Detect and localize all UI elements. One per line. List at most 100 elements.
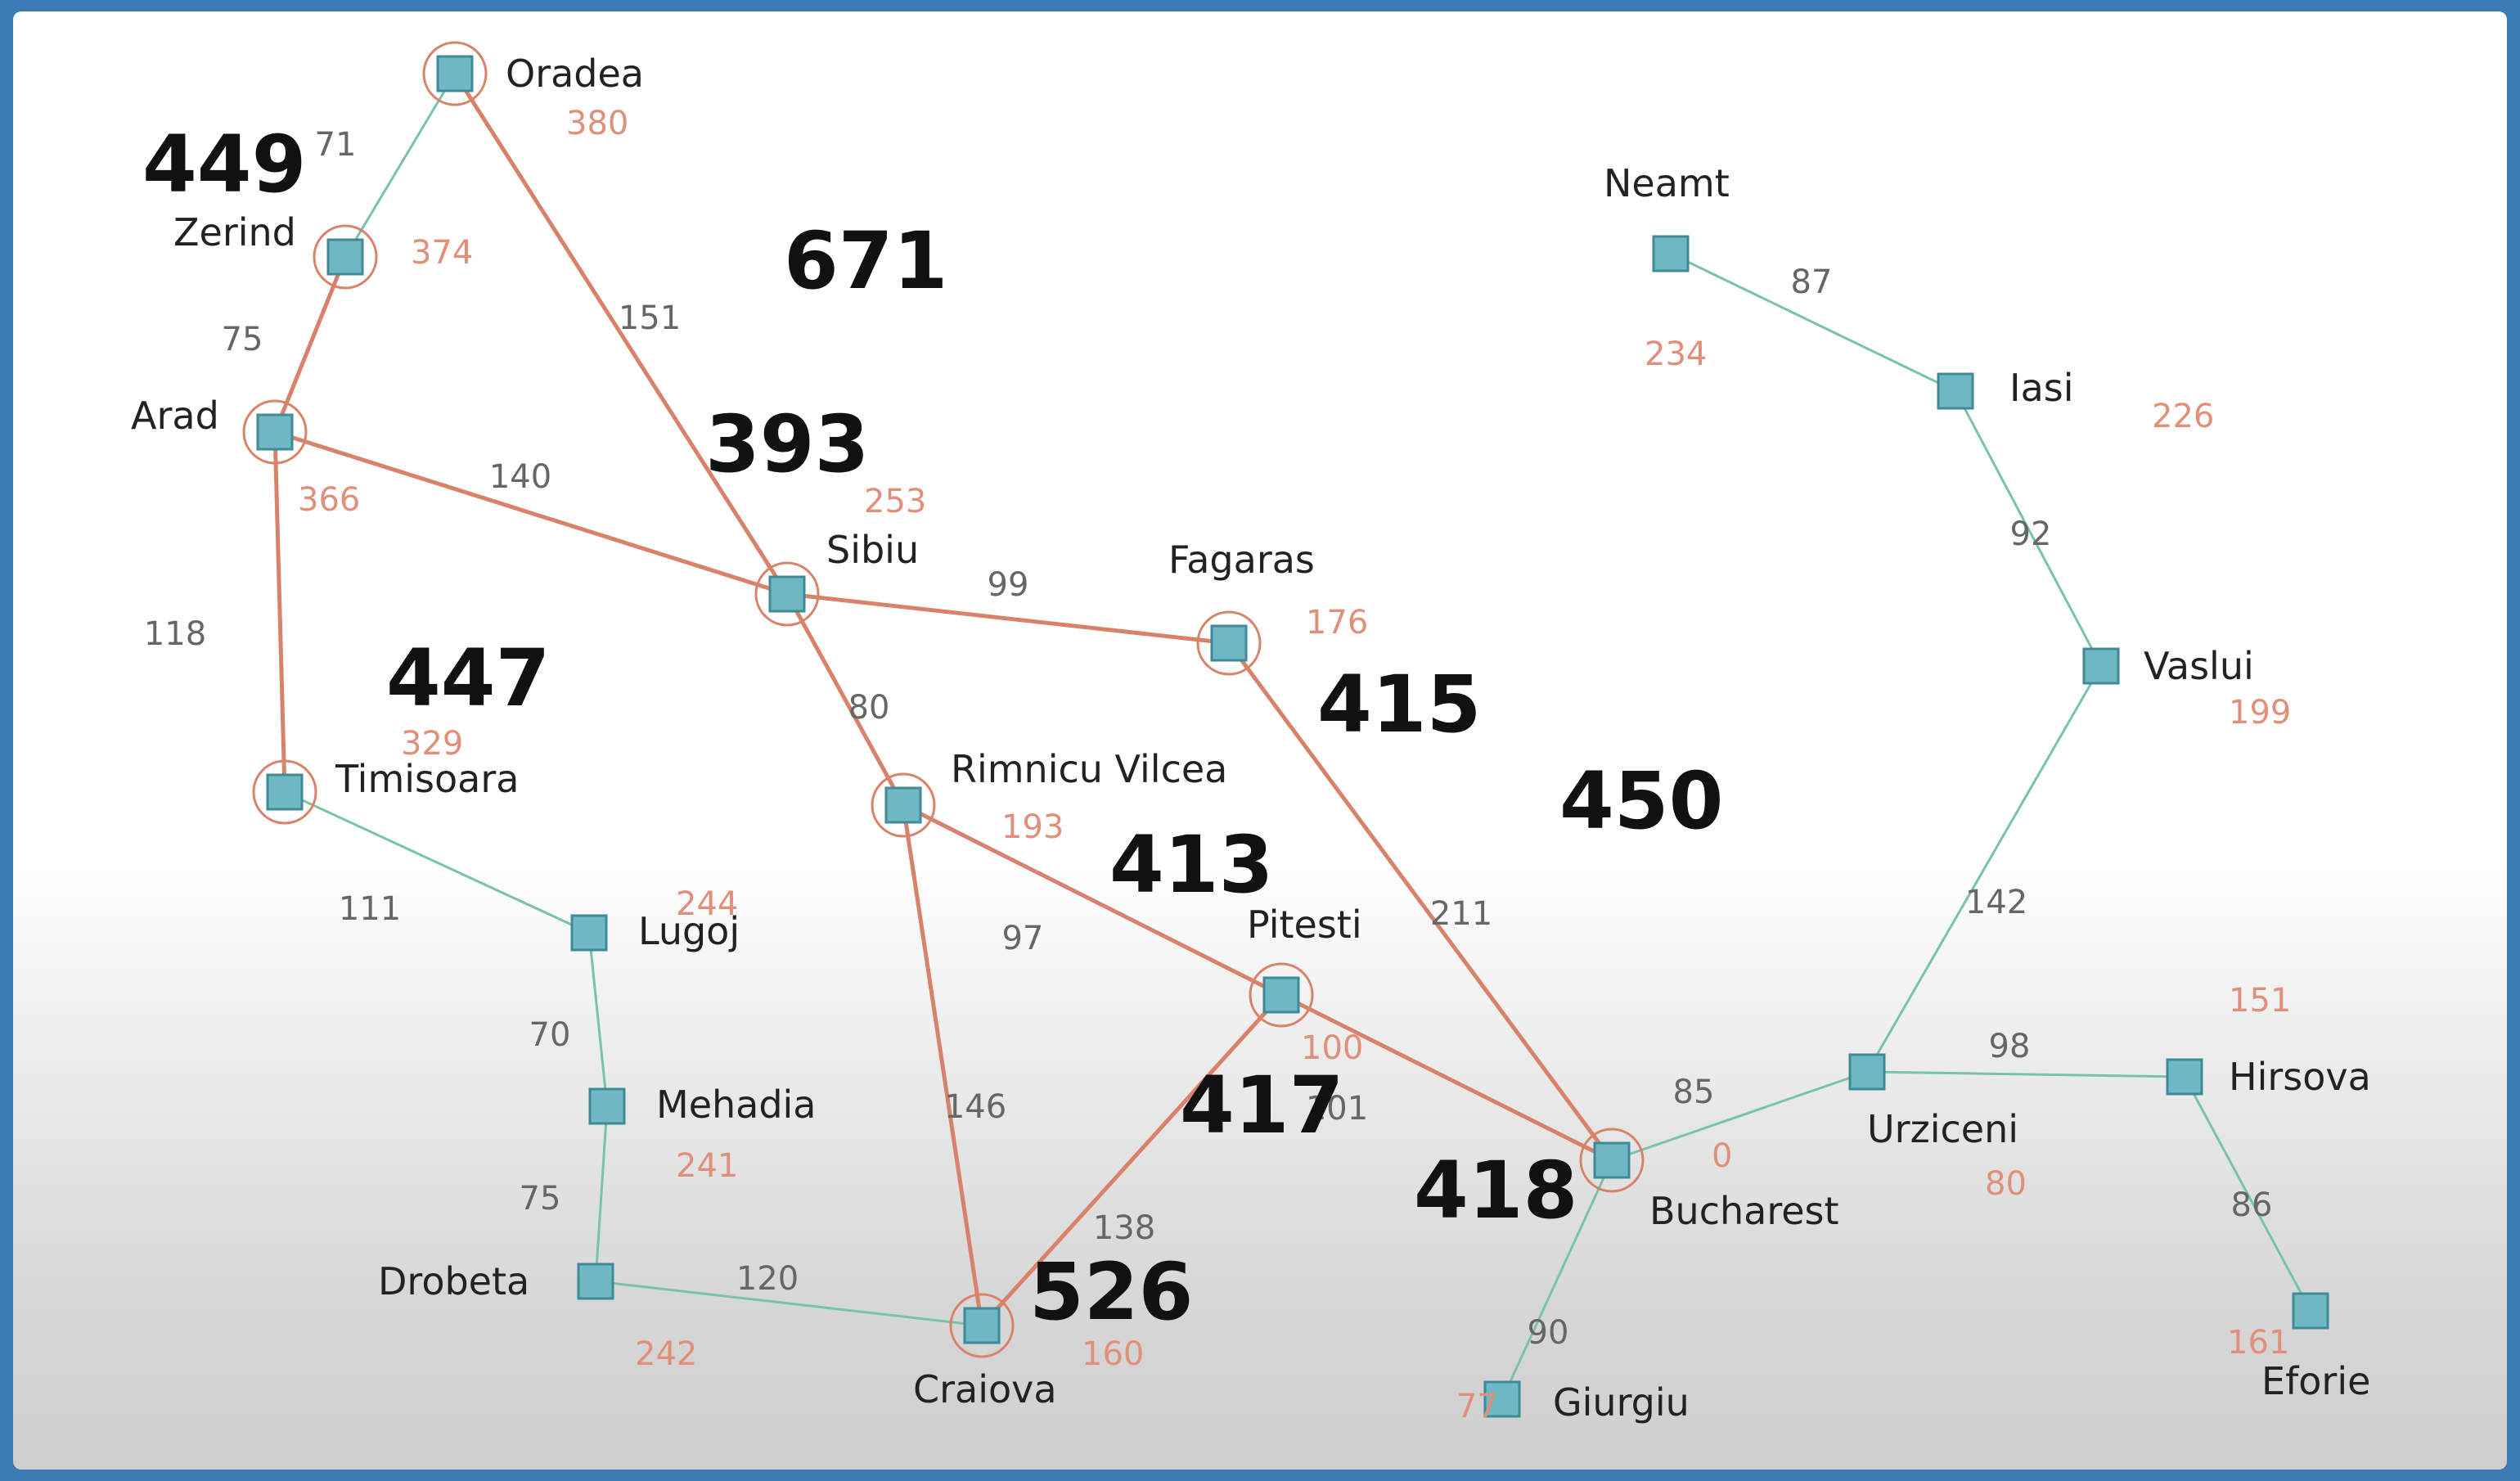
edge-fagaras-bucharest bbox=[1226, 641, 1614, 1162]
heuristic-sibiu: 253 bbox=[864, 483, 926, 520]
city-name-vaslui: Vaslui bbox=[2144, 644, 2254, 688]
edge-pitesti-craiova bbox=[980, 993, 1283, 1327]
city-name-zerind: Zerind bbox=[173, 210, 296, 254]
f-score-oradea: 671 bbox=[784, 215, 947, 307]
city-node-sibiu[interactable] bbox=[768, 575, 806, 613]
city-node-eforie[interactable] bbox=[2292, 1292, 2329, 1330]
edge-weight-vaslui-iasi: 92 bbox=[2010, 515, 2052, 553]
city-name-rimnicu: Rimnicu Vilcea bbox=[951, 747, 1227, 791]
heuristic-urziceni: 80 bbox=[1985, 1165, 2027, 1203]
edge-weight-pitesti-bucharest: 101 bbox=[1306, 1090, 1368, 1128]
city-node-iasi[interactable] bbox=[1937, 372, 1974, 410]
edge-vaslui-iasi bbox=[1954, 390, 2103, 667]
city-name-lugoj: Lugoj bbox=[638, 909, 740, 953]
edge-weight-mehadia-drobeta: 75 bbox=[520, 1180, 561, 1218]
city-node-giurgiu[interactable] bbox=[1483, 1380, 1521, 1418]
city-node-neamt[interactable] bbox=[1652, 235, 1690, 272]
edge-weight-urziceni-vaslui: 142 bbox=[1965, 884, 2027, 921]
city-node-lugoj[interactable] bbox=[570, 914, 608, 952]
f-score-bucharest: 418 bbox=[1414, 1145, 1577, 1236]
f-score-fagaras: 415 bbox=[1317, 659, 1481, 750]
edge-weight-pitesti-craiova: 138 bbox=[1093, 1209, 1155, 1247]
heuristic-drobeta: 242 bbox=[635, 1335, 697, 1373]
map-panel bbox=[13, 11, 2507, 1470]
edge-urziceni-hirsova bbox=[1866, 1070, 2185, 1078]
edge-rimnicu-pitesti bbox=[902, 803, 1283, 997]
edge-weight-zerind-arad: 75 bbox=[222, 321, 263, 358]
heuristic-bucharest: 0 bbox=[1712, 1137, 1732, 1175]
edge-weight-iasi-neamt: 87 bbox=[1791, 263, 1833, 301]
heuristic-arad: 366 bbox=[298, 481, 360, 519]
edge-rimnicu-craiova bbox=[901, 804, 984, 1326]
edge-weight-fagaras-bucharest: 211 bbox=[1430, 895, 1492, 933]
edge-iasi-neamt bbox=[1670, 252, 1956, 393]
city-name-drobeta: Drobeta bbox=[378, 1259, 529, 1303]
edge-weight-lugoj-mehadia: 70 bbox=[529, 1016, 571, 1054]
frontier-ring-bucharest bbox=[1579, 1128, 1645, 1193]
heuristic-zerind: 374 bbox=[411, 234, 473, 272]
heuristic-lugoj: 244 bbox=[676, 885, 738, 923]
f-score-bucharest-via-fagaras: 450 bbox=[1559, 755, 1723, 847]
city-name-timisoara: Timisoara bbox=[335, 757, 519, 801]
edge-pitesti-bucharest bbox=[1280, 993, 1613, 1163]
edge-lugoj-mehadia bbox=[587, 932, 609, 1107]
f-score-craiova: 526 bbox=[1029, 1246, 1193, 1338]
city-node-timisoara[interactable] bbox=[266, 773, 304, 811]
frontier-ring-pitesti bbox=[1249, 962, 1314, 1028]
heuristic-giurgiu: 77 bbox=[1456, 1388, 1498, 1425]
labels-layer: 71 151 75 140 118 99 80 111 70 75 120 97 146 211 101 13… bbox=[131, 52, 2371, 1425]
city-node-zerind[interactable] bbox=[326, 238, 364, 276]
edge-zerind-arad bbox=[272, 256, 348, 433]
heuristic-fagaras: 176 bbox=[1306, 604, 1368, 641]
f-score-zerind: 449 bbox=[142, 119, 306, 210]
heuristic-oradea: 380 bbox=[566, 105, 628, 142]
city-node-drobeta[interactable] bbox=[577, 1263, 614, 1300]
frontier-ring-oradea bbox=[422, 41, 488, 106]
city-name-bucharest: Bucharest bbox=[1649, 1189, 1839, 1233]
city-name-iasi: Iasi bbox=[2009, 366, 2074, 410]
frontier-ring-rimnicu bbox=[871, 772, 936, 838]
city-node-bucharest[interactable] bbox=[1593, 1141, 1631, 1179]
heuristic-eforie: 161 bbox=[2227, 1324, 2289, 1362]
edge-oradea-zerind bbox=[344, 73, 457, 258]
city-name-neamt: Neamt bbox=[1604, 161, 1730, 205]
city-name-urziceni: Urziceni bbox=[1867, 1107, 2018, 1151]
edge-weight-oradea-sibiu: 151 bbox=[619, 299, 681, 337]
city-node-arad[interactable] bbox=[256, 413, 294, 451]
city-node-craiova[interactable] bbox=[963, 1307, 1001, 1344]
edge-sibiu-fagaras bbox=[786, 592, 1230, 646]
city-node-vaslui[interactable] bbox=[2082, 647, 2120, 685]
city-name-mehadia: Mehadia bbox=[656, 1083, 817, 1127]
edge-weight-arad-timisoara: 118 bbox=[144, 615, 206, 653]
edge-arad-sibiu bbox=[274, 430, 788, 596]
f-score-rimnicu: 413 bbox=[1109, 819, 1273, 911]
city-node-fagaras[interactable] bbox=[1210, 624, 1248, 662]
city-name-arad: Arad bbox=[131, 394, 219, 438]
edge-oradea-sibiu bbox=[452, 72, 790, 596]
frontier-ring-sibiu bbox=[754, 561, 820, 627]
city-name-pitesti: Pitesti bbox=[1247, 903, 1362, 947]
edge-drobeta-craiova bbox=[595, 1280, 983, 1327]
city-node-rimnicu[interactable] bbox=[884, 786, 922, 824]
city-node-urziceni[interactable] bbox=[1848, 1053, 1886, 1091]
edge-bucharest-urziceni bbox=[1611, 1070, 1868, 1162]
edge-sibiu-rimnicu bbox=[785, 592, 906, 807]
rings-layer bbox=[242, 41, 1645, 1358]
heuristic-neamt: 234 bbox=[1645, 335, 1707, 373]
edge-timisoara-lugoj bbox=[284, 790, 590, 934]
edge-hirsova-eforie bbox=[2183, 1076, 2312, 1312]
city-name-hirsova: Hirsova bbox=[2229, 1055, 2371, 1099]
city-node-pitesti[interactable] bbox=[1262, 976, 1300, 1014]
edge-weight-rimnicu-pitesti: 97 bbox=[1002, 920, 1044, 957]
heuristic-vaslui: 199 bbox=[2229, 694, 2291, 731]
city-name-craiova: Craiova bbox=[913, 1367, 1057, 1411]
city-node-hirsova[interactable] bbox=[2166, 1058, 2203, 1096]
frontier-ring-arad bbox=[242, 399, 308, 465]
heuristic-craiova: 160 bbox=[1082, 1335, 1144, 1373]
edge-weight-bucharest-giurgiu: 90 bbox=[1528, 1314, 1569, 1352]
heuristic-timisoara: 329 bbox=[401, 725, 463, 763]
city-node-oradea[interactable] bbox=[436, 55, 474, 92]
heuristic-hirsova: 151 bbox=[2229, 982, 2291, 1020]
city-node-mehadia[interactable] bbox=[588, 1087, 626, 1125]
